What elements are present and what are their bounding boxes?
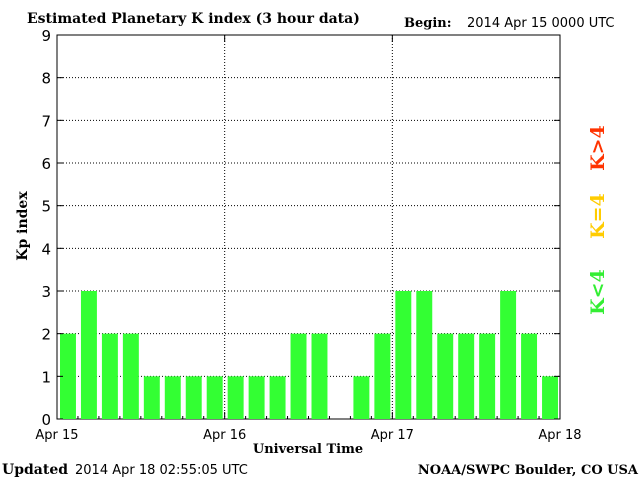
y-tick-label: 2 [41, 326, 51, 344]
kp-bar [185, 376, 202, 419]
kp-bar [248, 376, 265, 419]
y-tick-label: 7 [41, 112, 51, 130]
y-tick-label: 6 [41, 155, 51, 173]
y-tick-label: 1 [41, 368, 51, 386]
gridlines [57, 35, 560, 419]
chart-title: Estimated Planetary K index (3 hour data… [27, 11, 360, 27]
y-tick-label: 9 [41, 27, 51, 45]
y-tick-label: 0 [41, 411, 51, 429]
legend-k-greater-4: K>4 [587, 125, 609, 171]
kp-bar [437, 333, 454, 419]
kp-bar [458, 333, 475, 419]
kp-bar [101, 333, 118, 419]
updated-value: 2014 Apr 18 02:55:05 UTC [75, 463, 248, 478]
legend-k-less-4: K<4 [587, 269, 609, 315]
x-tick-label: Apr 17 [371, 428, 414, 443]
y-tick-label: 8 [41, 70, 51, 88]
y-tick-label: 4 [41, 240, 51, 258]
kp-bar [80, 291, 97, 419]
y-axis-label: Kp index [15, 191, 31, 261]
plot-frame [56, 34, 561, 420]
kp-bar [143, 376, 160, 419]
kp-bar [416, 291, 433, 419]
x-tick-label: Apr 15 [35, 428, 78, 443]
y-tick-label: 3 [41, 283, 51, 301]
bars [60, 291, 558, 419]
kp-bar [206, 376, 223, 419]
kp-bar [395, 291, 412, 419]
kp-bar [353, 376, 370, 419]
begin-value: 2014 Apr 15 0000 UTC [467, 16, 615, 31]
kp-bar [227, 376, 244, 419]
kp-bar [542, 376, 558, 419]
updated-label: Updated [2, 462, 68, 478]
x-axis-label: Universal Time [253, 442, 363, 457]
legend-k-equals-4: K=4 [587, 193, 609, 239]
kp-bar [122, 333, 139, 419]
kp-bar [311, 333, 328, 419]
begin-label: Begin: [404, 16, 452, 31]
credit-text: NOAA/SWPC Boulder, CO USA [418, 463, 639, 478]
kp-bar [374, 333, 391, 419]
kp-bar [60, 333, 76, 419]
x-tick-label: Apr 18 [538, 428, 581, 443]
kp-bar [521, 333, 538, 419]
kp-bar [290, 333, 307, 419]
kp-bar [479, 333, 496, 419]
kp-bar [164, 376, 181, 419]
kp-bar [500, 291, 517, 419]
kp-bar [269, 376, 286, 419]
plot-area: 0 1 2 3 4 5 6 7 8 9 Apr 15 Apr 16 Apr 17 Apr 18 [35, 27, 581, 443]
x-tick-label: Apr 16 [203, 428, 246, 443]
y-tick-label: 5 [41, 198, 51, 216]
legend: K>4 K=4 K<4 [587, 125, 609, 315]
axis-ticks: 0 1 2 3 4 5 6 7 8 9 Apr 15 Apr 16 Apr 17 Apr 18 [35, 27, 581, 443]
